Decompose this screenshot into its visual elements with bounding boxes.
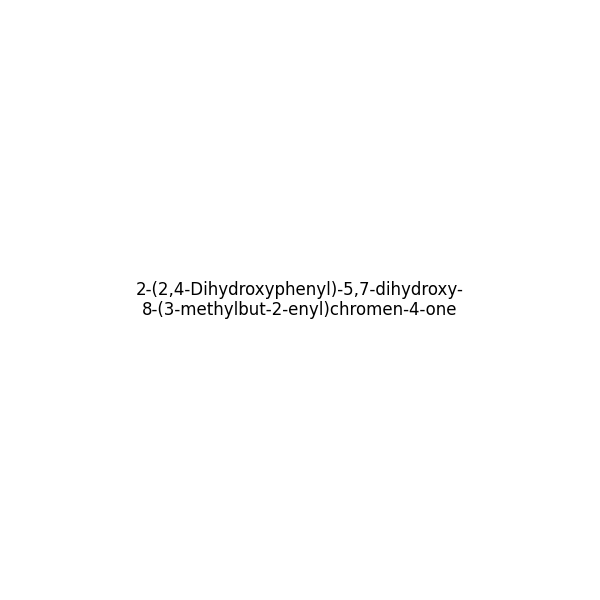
Text: 2-(2,4-Dihydroxyphenyl)-5,7-dihydroxy-
8-(3-methylbut-2-enyl)chromen-4-one: 2-(2,4-Dihydroxyphenyl)-5,7-dihydroxy- 8… bbox=[136, 281, 464, 319]
